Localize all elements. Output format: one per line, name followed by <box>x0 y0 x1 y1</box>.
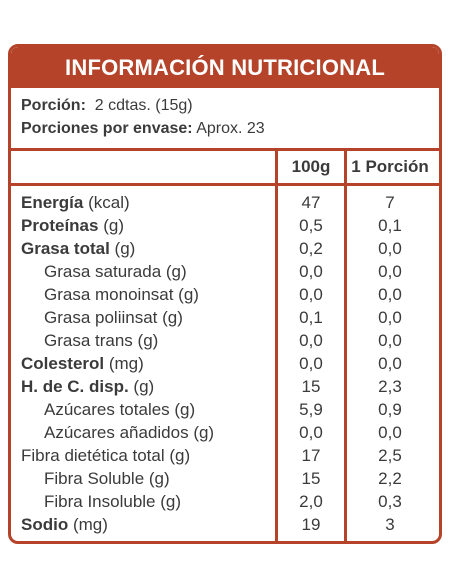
column-header-100g: 100g <box>291 157 331 176</box>
nutrient-unit: Grasa saturada (g) <box>44 262 187 281</box>
nutrient-unit: (g) <box>128 377 155 396</box>
nutrient-row: Colesterol (mg) 0,0 0,0 <box>11 353 439 376</box>
value-per-portion: 0,0 <box>378 285 402 304</box>
value-per-100g: 19 <box>301 515 321 534</box>
nutrient-label: Grasa saturada (g) <box>44 262 187 282</box>
nutrient-row: Grasa total (g) 0,2 0,0 <box>11 238 439 261</box>
value-per-portion: 0,0 <box>378 331 402 350</box>
value-per-100g: 17 <box>301 446 321 465</box>
nutrient-unit: (mg) <box>68 515 108 534</box>
nutrient-unit: (g) <box>109 239 136 258</box>
nutrient-label: Azúcares totales (g) <box>44 400 195 420</box>
nutrient-row: Fibra Soluble (g) 15 2,2 <box>11 468 439 491</box>
nutrient-unit: Fibra dietética total (g) <box>21 446 191 465</box>
separator-top <box>11 148 439 151</box>
nutrient-label: Grasa poliinsat (g) <box>44 308 183 328</box>
column-divider-2 <box>344 148 347 541</box>
value-per-100g: 0,5 <box>299 216 323 235</box>
nutrient-unit: (g) <box>98 216 124 235</box>
nutrient-unit: (mg) <box>104 354 144 373</box>
nutrient-row: Azúcares añadidos (g) 0,0 0,0 <box>11 422 439 445</box>
nutrient-unit: Azúcares añadidos (g) <box>44 423 215 442</box>
value-per-100g: 47 <box>301 193 321 212</box>
value-per-portion: 2,3 <box>378 377 402 396</box>
value-per-portion: 0,0 <box>378 239 402 258</box>
nutrient-label: Fibra Insoluble (g) <box>44 492 181 512</box>
value-per-portion: 0,0 <box>378 308 402 327</box>
nutrition-title: INFORMACIÓN NUTRICIONAL <box>65 54 385 80</box>
value-per-portion: 0,0 <box>378 354 402 373</box>
value-per-100g: 0,0 <box>299 354 323 373</box>
nutrient-row: Grasa saturada (g) 0,0 0,0 <box>11 261 439 284</box>
value-per-100g: 15 <box>301 377 321 396</box>
servings-value: Aprox. 23 <box>196 120 265 137</box>
value-per-100g: 0,1 <box>299 308 323 327</box>
nutrient-unit: Grasa monoinsat (g) <box>44 285 199 304</box>
nutrient-label: Proteínas (g) <box>21 216 124 236</box>
nutrient-label: Grasa monoinsat (g) <box>44 285 199 305</box>
portion-label: Porción: <box>21 97 86 114</box>
nutrient-label: Grasa total (g) <box>21 239 135 259</box>
nutrient-label: Azúcares añadidos (g) <box>44 423 214 443</box>
value-per-100g: 0,0 <box>299 423 323 442</box>
nutrition-panel: INFORMACIÓN NUTRICIONAL Porción: 2 cdtas… <box>8 44 442 544</box>
nutrient-unit: Fibra Insoluble (g) <box>44 492 182 511</box>
nutrient-unit: (kcal) <box>83 193 130 212</box>
nutrient-row: Sodio (mg) 19 3 <box>11 514 439 537</box>
column-divider-1 <box>275 148 278 541</box>
nutrient-label: Fibra Soluble (g) <box>44 469 170 489</box>
servings-label: Porciones por envase: <box>21 120 193 137</box>
nutrient-label: Sodio (mg) <box>21 515 108 535</box>
value-per-portion: 2,2 <box>378 469 402 488</box>
nutrient-row: Azúcares totales (g) 5,9 0,9 <box>11 399 439 422</box>
nutrient-row: H. de C. disp. (g) 15 2,3 <box>11 376 439 399</box>
nutrient-name: Colesterol <box>21 354 105 373</box>
nutrient-name: Energía <box>21 193 84 212</box>
column-header-portion: 1 Porción <box>351 157 429 176</box>
value-per-portion: 2,5 <box>378 446 402 465</box>
servings-line: Porciones por envase: Aprox. 23 <box>21 120 265 138</box>
value-per-portion: 0,9 <box>378 400 402 419</box>
nutrient-name: H. de C. disp. <box>21 377 129 396</box>
value-per-portion: 3 <box>385 515 395 534</box>
value-per-portion: 0,0 <box>378 423 402 442</box>
value-per-100g: 5,9 <box>299 400 323 419</box>
value-per-100g: 0,0 <box>299 262 323 281</box>
separator-header <box>11 183 439 186</box>
portion-line: Porción: 2 cdtas. (15g) <box>21 97 193 115</box>
nutrient-label: Grasa trans (g) <box>44 331 158 351</box>
nutrient-unit: Azúcares totales (g) <box>44 400 196 419</box>
nutrient-row: Energía (kcal) 47 7 <box>11 192 439 215</box>
value-per-100g: 0,0 <box>299 285 323 304</box>
value-per-portion: 7 <box>385 193 395 212</box>
nutrient-unit: Grasa poliinsat (g) <box>44 308 183 327</box>
nutrient-label: Colesterol (mg) <box>21 354 144 374</box>
value-per-portion: 0,1 <box>378 216 402 235</box>
nutrient-row: Fibra dietética total (g) 17 2,5 <box>11 445 439 468</box>
nutrient-row: Grasa poliinsat (g) 0,1 0,0 <box>11 307 439 330</box>
nutrient-row: Fibra Insoluble (g) 2,0 0,3 <box>11 491 439 514</box>
nutrient-name: Proteínas <box>21 216 99 235</box>
value-per-portion: 0,3 <box>378 492 402 511</box>
value-per-100g: 0,0 <box>299 331 323 350</box>
nutrient-row: Grasa trans (g) 0,0 0,0 <box>11 330 439 353</box>
value-per-100g: 0,2 <box>299 239 323 258</box>
portion-value: 2 cdtas. (15g) <box>94 97 193 114</box>
nutrient-unit: Grasa trans (g) <box>44 331 159 350</box>
nutrient-row: Proteínas (g) 0,5 0,1 <box>11 215 439 238</box>
value-per-100g: 15 <box>301 469 321 488</box>
nutrient-name: Sodio <box>21 515 69 534</box>
nutrient-label: H. de C. disp. (g) <box>21 377 154 397</box>
nutrient-label: Energía (kcal) <box>21 193 130 213</box>
value-per-100g: 2,0 <box>299 492 323 511</box>
value-per-portion: 0,0 <box>378 262 402 281</box>
nutrition-header: INFORMACIÓN NUTRICIONAL <box>11 47 439 88</box>
nutrient-unit: Fibra Soluble (g) <box>44 469 170 488</box>
nutrient-row: Grasa monoinsat (g) 0,0 0,0 <box>11 284 439 307</box>
nutrient-name: Grasa total <box>21 239 110 258</box>
nutrient-label: Fibra dietética total (g) <box>21 446 190 466</box>
